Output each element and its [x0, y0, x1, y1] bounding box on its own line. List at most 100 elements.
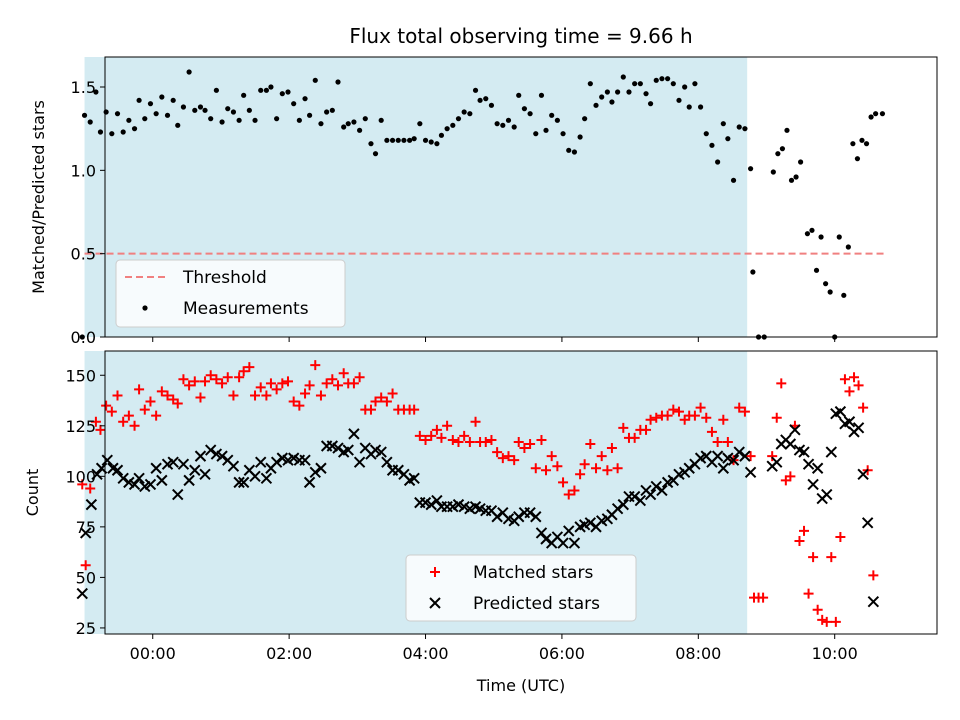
data-point [788, 177, 795, 183]
data-point [381, 456, 393, 468]
data-point [178, 374, 189, 385]
data-point [720, 121, 726, 127]
data-point [554, 117, 560, 123]
data-point [230, 109, 237, 115]
data-point [194, 450, 207, 462]
data-point [850, 141, 856, 147]
data-point [151, 410, 162, 421]
data-point [321, 378, 332, 389]
data-point [511, 124, 517, 130]
data-point [128, 478, 141, 491]
data-point [211, 374, 222, 385]
data-point [431, 424, 442, 435]
top-panel: 0.0 0.5 1.0 1.5 Matched/Predicted stars Thres… [29, 56, 938, 347]
y-tick-label: 125 [65, 417, 96, 436]
data-point [670, 81, 676, 87]
data-point [571, 149, 578, 155]
data-point [76, 587, 88, 600]
data-point [798, 446, 810, 458]
data-point [802, 458, 815, 470]
data-point [354, 372, 365, 383]
y-tick-label: 0.0 [71, 328, 96, 347]
data-point [817, 614, 828, 625]
bottom-panel: 25 50 75 100 125 150 00:00 02:00 04:00 06:00 08:00… [23, 350, 938, 663]
data-point [288, 396, 299, 407]
series-matched-stars [77, 360, 879, 627]
data-point [136, 97, 142, 103]
data-point [477, 97, 483, 103]
data-point [164, 112, 171, 118]
data-point [145, 396, 156, 407]
data-point [557, 537, 569, 549]
data-point [659, 76, 665, 82]
data-point [747, 166, 754, 172]
data-point [255, 456, 267, 468]
data-point [813, 267, 820, 273]
data-point [830, 616, 841, 627]
data-point [450, 122, 456, 128]
data-point [656, 484, 668, 497]
data-point [771, 456, 783, 468]
data-point [644, 488, 657, 501]
data-point [585, 438, 596, 449]
data-point [727, 454, 740, 466]
data-point [461, 109, 467, 115]
data-point [538, 92, 545, 98]
legend-predicted-label: Predicted stars [473, 594, 600, 614]
x-tick-label: 04:00 [402, 644, 448, 663]
data-point [315, 390, 326, 401]
data-point [733, 446, 745, 458]
data-point [826, 552, 837, 563]
data-point [533, 131, 539, 137]
legend-measurements-swatch [142, 305, 148, 311]
data-point [444, 126, 450, 132]
data-point [341, 124, 347, 130]
data-point [77, 479, 88, 490]
data-point [536, 434, 547, 445]
data-point [804, 231, 811, 237]
data-point [612, 463, 623, 474]
data-point [703, 131, 709, 137]
data-point [447, 434, 458, 445]
data-point [483, 96, 489, 102]
data-point [205, 370, 216, 381]
legend-top: Threshold Measurements [115, 259, 346, 328]
data-point [142, 116, 148, 122]
data-point [303, 476, 316, 489]
data-point [260, 472, 273, 485]
data-point [263, 87, 269, 93]
data-point [803, 588, 814, 599]
data-point [775, 151, 781, 157]
data-point [442, 420, 453, 431]
data-point [794, 536, 805, 547]
data-point [591, 463, 602, 474]
data-point [513, 436, 524, 447]
data-point [807, 478, 819, 491]
y-axis-label: Count [23, 469, 42, 517]
data-point [464, 436, 475, 447]
data-point [569, 485, 580, 496]
data-point [868, 570, 879, 581]
data-point [843, 416, 856, 428]
data-point [509, 455, 520, 466]
data-point [147, 101, 154, 107]
data-point [312, 77, 318, 83]
data-point [417, 121, 423, 127]
legend-predicted-swatch [429, 597, 441, 609]
data-point [620, 74, 626, 80]
data-point [825, 446, 838, 458]
data-point [294, 400, 305, 411]
data-point [318, 121, 324, 127]
data-point [836, 234, 842, 240]
x-tick-label: 06:00 [539, 644, 585, 663]
legend-matched-label: Matched stars [473, 563, 593, 583]
data-point [126, 117, 132, 123]
data-point [333, 380, 344, 391]
data-point [436, 432, 447, 443]
data-point [407, 137, 413, 143]
legend-measurements-label: Measurements [183, 299, 309, 319]
y-tick-label: 100 [65, 467, 96, 486]
data-point [265, 378, 276, 389]
data-point [789, 424, 801, 436]
data-point [784, 438, 797, 450]
